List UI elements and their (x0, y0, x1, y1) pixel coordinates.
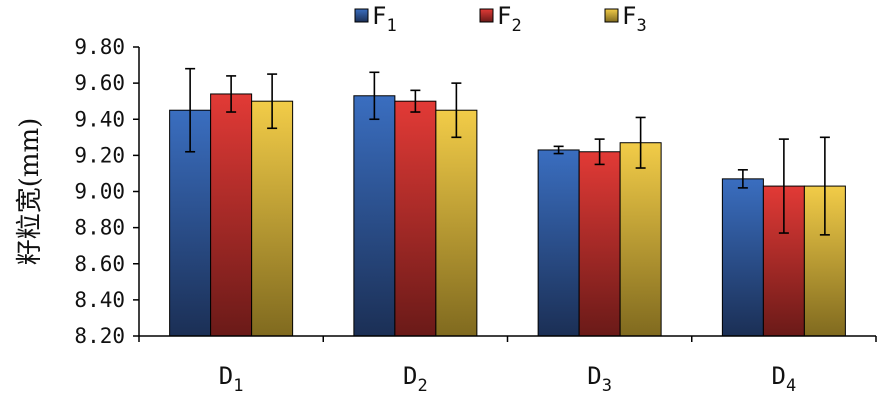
y-tick-label: 8.60 (74, 252, 125, 276)
bar-f1-d2 (353, 95, 396, 337)
y-axis-label: 籽粒宽(mm) (15, 118, 45, 266)
x-axis: D1 D2 D3 D4 (138, 335, 877, 396)
x-tick-label: D3 (587, 362, 612, 396)
error-bar (819, 136, 830, 236)
legend-swatch (604, 8, 619, 23)
error-bar (594, 138, 605, 166)
y-tick-label: 9.60 (74, 71, 125, 95)
y-tick-label: 8.80 (74, 216, 125, 240)
bar-f2-d1 (210, 93, 253, 337)
error-bar (185, 67, 196, 153)
bars (169, 93, 846, 337)
bar-f3-d2 (435, 109, 478, 337)
bar-f1-d4 (721, 178, 764, 337)
legend-item-f3: F3 (604, 2, 647, 36)
x-tick-label: D1 (219, 362, 244, 396)
error-bar (635, 116, 646, 169)
error-bar (553, 145, 564, 155)
y-axis: 8.20 8.40 8.60 8.80 9.00 9.20 9.40 9.60 9.80 (74, 35, 140, 348)
error-bar (369, 71, 380, 121)
bar-f3-d1 (251, 100, 294, 337)
legend-label: F1 (372, 2, 397, 36)
error-bar (778, 138, 789, 234)
bar-f1-d3 (537, 149, 580, 337)
y-tick-label: 8.20 (74, 324, 125, 348)
y-tick-label: 9.80 (74, 35, 125, 59)
y-tick-label: 9.20 (74, 143, 125, 167)
y-tick-label: 9.40 (74, 107, 125, 131)
y-tick-label: 8.40 (74, 288, 125, 312)
bar-f3-d3 (619, 142, 662, 337)
x-tick-label: D4 (772, 362, 797, 396)
error-bar (737, 169, 748, 189)
error-bar (451, 82, 462, 139)
error-bar (267, 73, 278, 130)
legend-swatch (354, 8, 369, 23)
bar-f2-d3 (578, 151, 621, 337)
error-bar (410, 89, 421, 113)
legend-swatch (479, 8, 494, 23)
legend-label: F3 (622, 2, 647, 36)
y-tick-label: 9.00 (74, 180, 125, 204)
bar-f2-d2 (394, 100, 437, 337)
x-tick-label: D2 (403, 362, 428, 396)
error-bar (226, 75, 237, 113)
legend-label: F2 (497, 2, 522, 36)
legend-item-f2: F2 (479, 2, 522, 36)
legend: F1 F2 F3 (354, 2, 647, 36)
legend-item-f1: F1 (354, 2, 397, 36)
error-bars (185, 67, 830, 236)
